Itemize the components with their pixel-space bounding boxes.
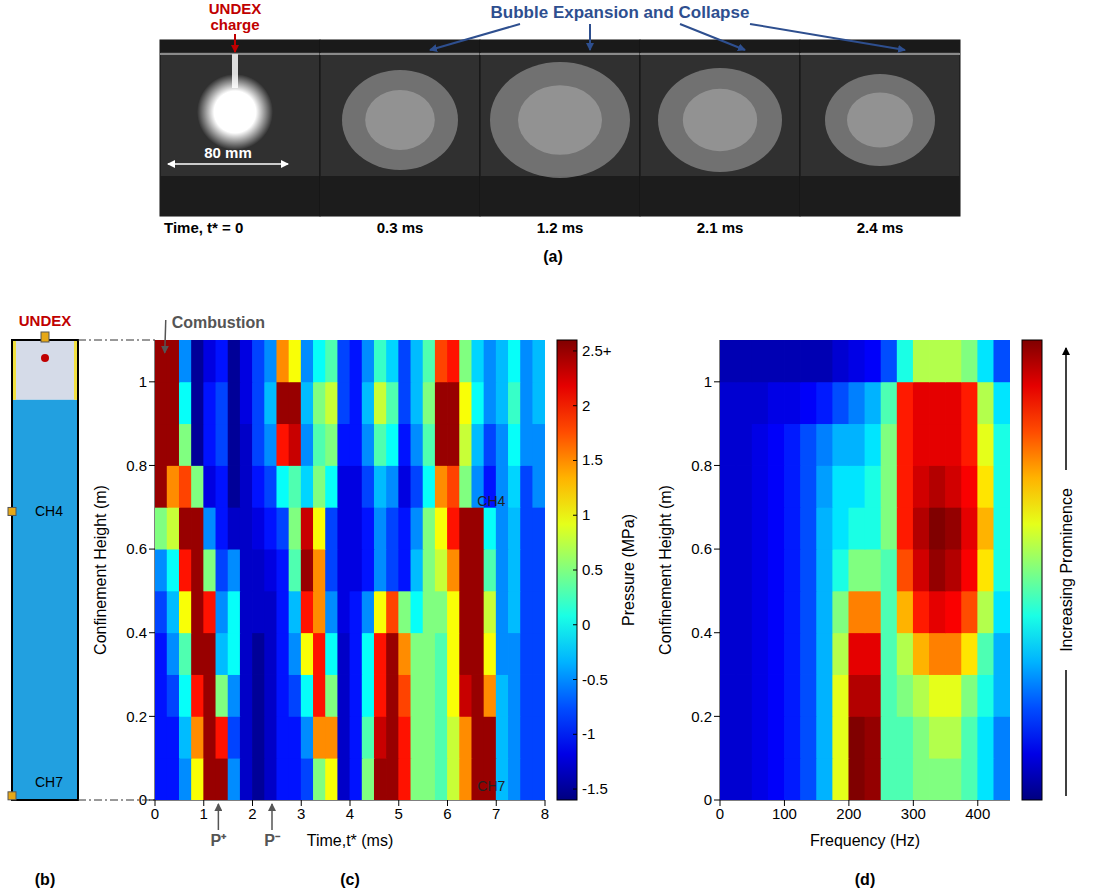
svg-text:3: 3 bbox=[297, 805, 305, 822]
svg-text:(d): (d) bbox=[855, 871, 875, 888]
svg-text:0.6: 0.6 bbox=[126, 540, 147, 557]
svg-text:0: 0 bbox=[151, 805, 159, 822]
svg-text:CH7: CH7 bbox=[35, 774, 63, 790]
svg-text:7: 7 bbox=[492, 805, 500, 822]
svg-text:4: 4 bbox=[346, 805, 354, 822]
svg-text:0.5: 0.5 bbox=[582, 561, 603, 578]
svg-text:UNDEX: UNDEX bbox=[19, 312, 72, 329]
svg-text:Time, t* = 0: Time, t* = 0 bbox=[164, 219, 243, 236]
svg-text:(a): (a) bbox=[543, 248, 563, 265]
svg-text:P⁻: P⁻ bbox=[264, 832, 281, 849]
svg-text:0.4: 0.4 bbox=[126, 624, 147, 641]
svg-text:400: 400 bbox=[965, 805, 990, 822]
svg-text:8: 8 bbox=[541, 805, 549, 822]
svg-text:300: 300 bbox=[901, 805, 926, 822]
svg-text:CH4: CH4 bbox=[35, 503, 63, 519]
svg-text:CH4: CH4 bbox=[477, 493, 505, 509]
svg-text:Confinement Height (m): Confinement Height (m) bbox=[92, 485, 109, 655]
svg-text:0: 0 bbox=[582, 616, 590, 633]
svg-text:1: 1 bbox=[704, 373, 712, 390]
svg-text:2.4 ms: 2.4 ms bbox=[857, 219, 904, 236]
svg-text:Increasing Prominence: Increasing Prominence bbox=[1058, 488, 1075, 652]
svg-text:2.5+: 2.5+ bbox=[582, 342, 612, 359]
svg-text:5: 5 bbox=[395, 805, 403, 822]
svg-text:2: 2 bbox=[582, 397, 590, 414]
svg-text:Time,t* (ms): Time,t* (ms) bbox=[307, 832, 394, 849]
svg-text:1.5: 1.5 bbox=[582, 451, 603, 468]
svg-text:1: 1 bbox=[139, 373, 147, 390]
svg-text:-1.5: -1.5 bbox=[582, 780, 608, 797]
svg-text:1.2 ms: 1.2 ms bbox=[537, 219, 584, 236]
svg-text:Pressure (MPa): Pressure (MPa) bbox=[620, 514, 637, 626]
svg-text:0: 0 bbox=[716, 805, 724, 822]
svg-text:(c): (c) bbox=[340, 871, 360, 888]
svg-text:0.4: 0.4 bbox=[691, 624, 712, 641]
svg-text:CH7: CH7 bbox=[477, 778, 505, 794]
svg-text:6: 6 bbox=[443, 805, 451, 822]
svg-text:100: 100 bbox=[772, 805, 797, 822]
svg-text:1: 1 bbox=[582, 506, 590, 523]
svg-text:Frequency (Hz): Frequency (Hz) bbox=[810, 832, 920, 849]
svg-text:Combustion: Combustion bbox=[172, 314, 265, 331]
svg-text:1: 1 bbox=[200, 805, 208, 822]
svg-text:0.2: 0.2 bbox=[691, 708, 712, 725]
svg-text:(b): (b) bbox=[35, 871, 55, 888]
svg-text:0: 0 bbox=[704, 791, 712, 808]
svg-text:-0.5: -0.5 bbox=[582, 671, 608, 688]
svg-text:-1: -1 bbox=[582, 725, 595, 742]
svg-text:0.3 ms: 0.3 ms bbox=[377, 219, 424, 236]
svg-text:Confinement Height (m): Confinement Height (m) bbox=[657, 485, 674, 655]
svg-text:0.6: 0.6 bbox=[691, 540, 712, 557]
svg-text:0.2: 0.2 bbox=[126, 708, 147, 725]
svg-text:UNDEXcharge: UNDEXcharge bbox=[209, 0, 262, 33]
svg-text:2.1 ms: 2.1 ms bbox=[697, 219, 744, 236]
svg-text:200: 200 bbox=[836, 805, 861, 822]
svg-text:P⁺: P⁺ bbox=[211, 832, 228, 849]
svg-text:Bubble Expansion and Collapse: Bubble Expansion and Collapse bbox=[491, 3, 750, 22]
svg-text:80 mm: 80 mm bbox=[204, 144, 252, 161]
svg-text:2: 2 bbox=[248, 805, 256, 822]
svg-text:0: 0 bbox=[139, 791, 147, 808]
svg-text:0.8: 0.8 bbox=[126, 457, 147, 474]
svg-text:0.8: 0.8 bbox=[691, 457, 712, 474]
